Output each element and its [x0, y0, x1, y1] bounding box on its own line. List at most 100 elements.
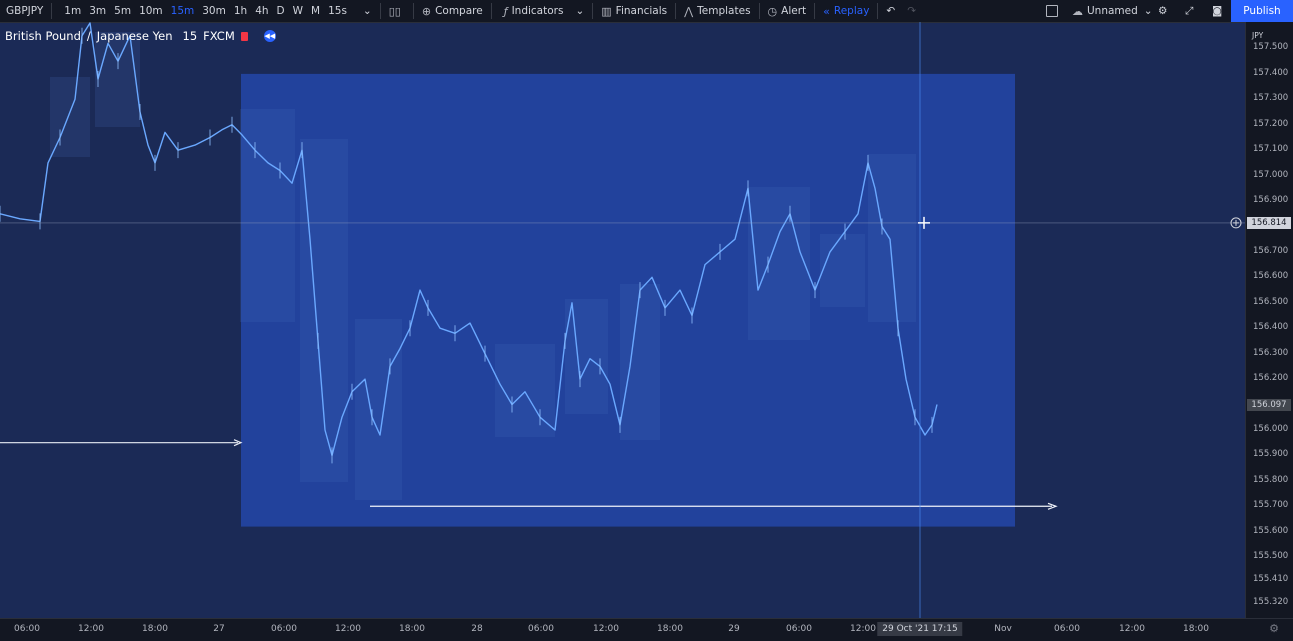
financials-button[interactable]: ▥ Financials — [595, 0, 673, 22]
replay-button[interactable]: «Replay — [817, 0, 875, 22]
fullscreen-icon: ⤢ — [1185, 4, 1194, 17]
price-tick-label: 155.900 — [1253, 449, 1289, 460]
interval-M[interactable]: M — [311, 5, 321, 17]
interval-10m[interactable]: 10m — [139, 5, 163, 17]
alert-button[interactable]: ◷ Alert — [762, 0, 813, 22]
time-axis[interactable]: ⚙ 06:00 12:00 18:00 27 06:00 12:00 18:00 28 06:0… — [0, 618, 1293, 641]
left-arrow-head — [233, 439, 243, 447]
price-tick-label: 156.400 — [1253, 322, 1289, 333]
snapshot-button[interactable]: ◙ — [1206, 0, 1228, 22]
bar-shade — [240, 109, 295, 322]
chart-type-button[interactable]: ▯▯ — [383, 0, 411, 22]
currency-label: JPY — [1252, 31, 1264, 40]
financials-label: Financials — [615, 5, 668, 17]
interval-dropdown-button[interactable]: ⌄ — [357, 0, 378, 22]
time-tick-label: 12:00 — [850, 624, 876, 634]
crosshair-time-label: 29 Oct '21 17:15 — [877, 622, 963, 636]
legend-source: FXCM — [203, 29, 235, 43]
price-range-box — [241, 73, 1015, 527]
bar-shade — [868, 154, 916, 322]
toolbar-divider — [814, 3, 816, 19]
toolbar-divider — [592, 3, 594, 19]
price-tick-label: 156.900 — [1253, 195, 1289, 206]
price-tick-label: 157.400 — [1253, 67, 1289, 78]
bar-shade — [620, 284, 660, 440]
interval-1h[interactable]: 1h — [233, 5, 248, 17]
gear-icon: ⚙ — [1158, 5, 1168, 17]
gear-icon[interactable]: ⚙ — [1269, 622, 1279, 635]
interval-1m[interactable]: 1m — [64, 5, 82, 17]
toolbar-divider — [675, 3, 677, 19]
templates-label: Templates — [697, 5, 751, 17]
indicators-dropdown-button[interactable]: ⌄ — [569, 0, 590, 22]
price-tick-label: 155.410 — [1253, 574, 1289, 585]
interval-D[interactable]: D — [276, 5, 285, 17]
layout-name-button[interactable]: ☁ Unnamed ⌄ — [1066, 0, 1159, 22]
interval-15s[interactable]: 15s — [328, 5, 347, 17]
interval-5m[interactable]: 5m — [114, 5, 132, 17]
interval-30m[interactable]: 30m — [202, 5, 226, 17]
redo-button[interactable]: ↷ — [901, 0, 922, 22]
price-tick-label: 156.500 — [1253, 296, 1289, 307]
replay-label: Replay — [833, 5, 870, 17]
undo-icon: ↶ — [886, 5, 896, 17]
flag-icon[interactable] — [240, 31, 248, 41]
price-tick-label: 156.700 — [1253, 245, 1289, 256]
plus-circle-icon: ⊕ — [421, 4, 432, 18]
time-tick-label: 06:00 — [786, 624, 812, 634]
price-chart[interactable] — [0, 22, 1245, 618]
toolbar-divider — [490, 3, 492, 19]
plus-icon — [1233, 219, 1239, 226]
bar-shade — [748, 187, 810, 340]
interval-selector: 1m 3m 5m 10m 15m 30m 1h 4h D W M 15s — [54, 0, 357, 22]
price-tick-label: 157.500 — [1253, 42, 1289, 53]
indicators-button[interactable]: ƒ Indicators — [494, 0, 570, 22]
templates-button[interactable]: ⋀ Templates — [678, 0, 756, 22]
symbol-search-button[interactable]: GBPJPY — [0, 0, 49, 22]
price-tick-label: 156.200 — [1253, 373, 1289, 384]
time-tick-label: 06:00 — [528, 624, 554, 634]
replay-rewind-icon[interactable]: ◀◀ — [263, 30, 276, 42]
compare-label: Compare — [435, 5, 483, 17]
layout-toggle-button[interactable] — [1040, 0, 1064, 22]
bar-chart-icon: ▥ — [601, 4, 612, 18]
price-tick-label: 156.600 — [1253, 271, 1289, 282]
crosshair-price-label: 156.814 — [1247, 216, 1291, 229]
redo-icon: ↷ — [907, 5, 917, 17]
time-tick-label: 27 — [213, 624, 225, 634]
interval-4h[interactable]: 4h — [255, 5, 269, 17]
fullscreen-button[interactable]: ⤢ — [1179, 0, 1199, 22]
settings-button[interactable]: ⚙ — [1152, 0, 1173, 22]
undo-button[interactable]: ↶ — [880, 0, 901, 22]
time-tick-label: 29 — [728, 624, 740, 634]
crosshair-cursor-icon — [918, 216, 930, 229]
time-tick-label: 12:00 — [1119, 624, 1145, 634]
chevron-down-icon: ⌄ — [362, 5, 372, 17]
price-tick-label: 155.500 — [1253, 551, 1289, 562]
templates-icon: ⋀ — [684, 4, 694, 18]
interval-W[interactable]: W — [292, 5, 304, 17]
bar-shade — [820, 234, 865, 307]
toolbar-divider — [758, 3, 760, 19]
interval-15m[interactable]: 15m — [170, 5, 195, 17]
last-price-label: 156.097 — [1247, 399, 1291, 412]
price-tick-label: 157.000 — [1253, 169, 1289, 180]
indicators-label: Indicators — [511, 5, 564, 17]
top-toolbar: GBPJPY 1m 3m 5m 10m 15m 30m 1h 4h D W M 15s ⌄ ▯▯ ⊕ C… — [0, 0, 1293, 23]
publish-button[interactable]: Publish — [1231, 0, 1293, 22]
horizontal-ray-head — [1047, 502, 1058, 510]
time-tick-label: 06:00 — [14, 624, 40, 634]
legend-interval: 15 — [182, 29, 198, 43]
square-icon — [1046, 5, 1058, 17]
candles-icon: ▯▯ — [388, 4, 401, 18]
price-tick-label: 155.800 — [1253, 474, 1289, 485]
compare-button[interactable]: ⊕ Compare — [416, 0, 489, 22]
function-icon: ƒ — [503, 4, 508, 18]
rewind-icon: « — [823, 4, 830, 18]
interval-3m[interactable]: 3m — [89, 5, 107, 17]
symbol-legend: British Pound / Japanese Yen 15 FXCM ◀◀ — [5, 29, 276, 43]
time-tick-label: 18:00 — [399, 624, 425, 634]
time-tick-label: 12:00 — [335, 624, 361, 634]
price-axis[interactable]: JPY 157.500 157.400 157.300 157.200 157.100 1… — [1245, 22, 1293, 618]
alarm-clock-icon: ◷ — [767, 4, 778, 18]
